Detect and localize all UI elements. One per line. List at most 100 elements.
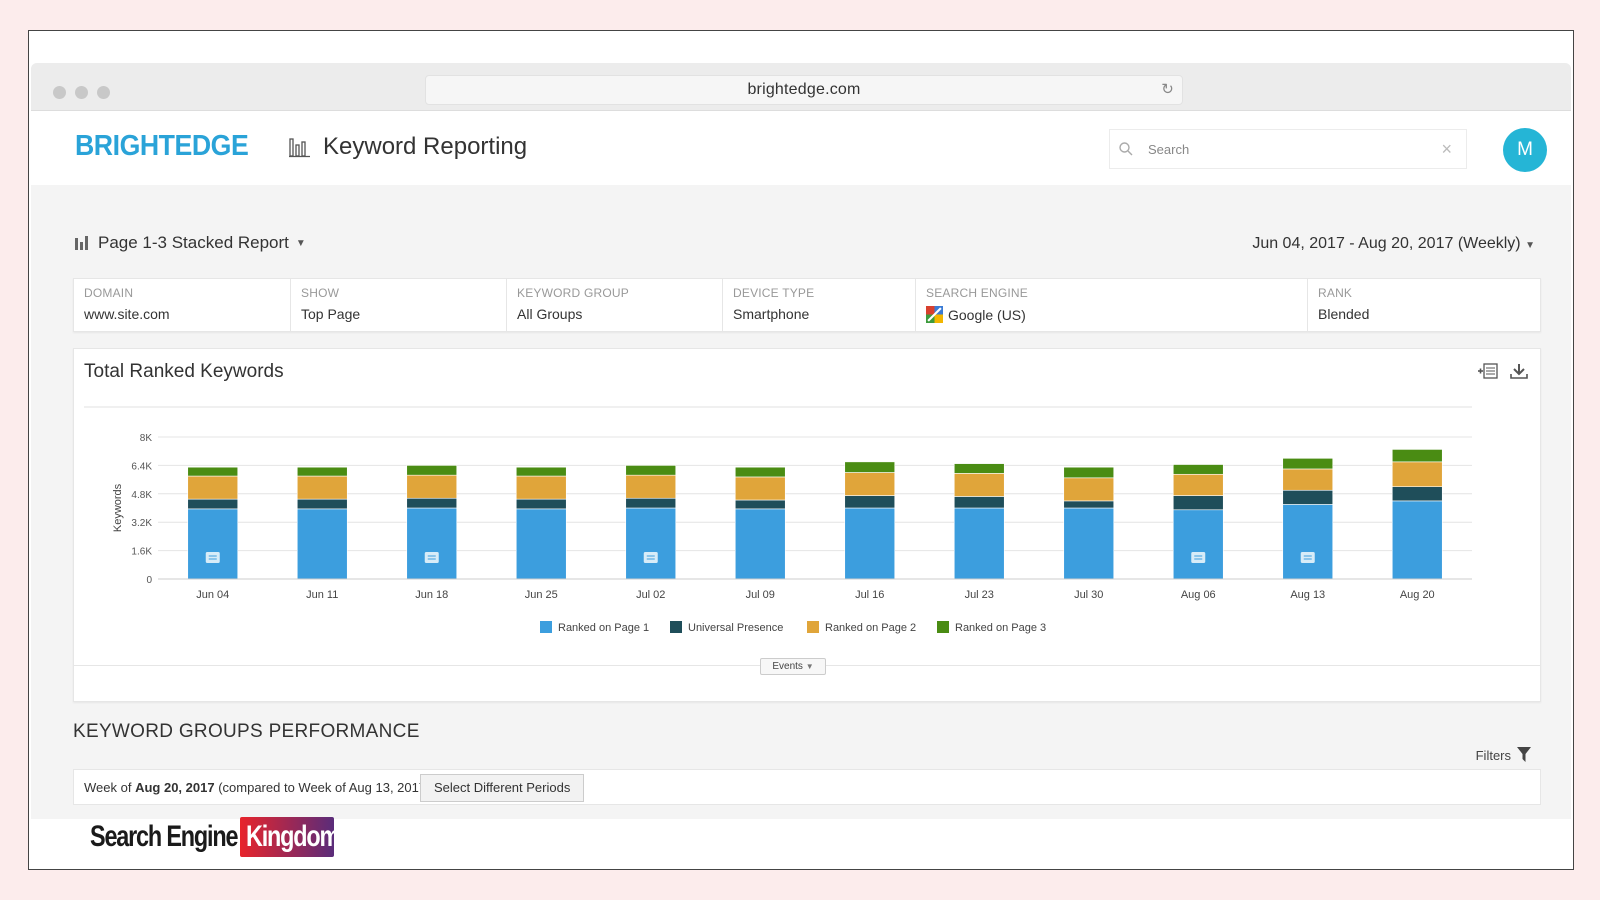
browser-window: brightedge.com ↻ BRIGHTEDGE Keyword Repo…	[31, 63, 1571, 819]
filter-value: Top Page	[301, 306, 361, 322]
select-different-periods-button[interactable]: Select Different Periods	[420, 774, 585, 802]
bar-segment	[1282, 468, 1334, 491]
search-engine-kingdom-logo: Search Engine Kingdom	[90, 817, 340, 857]
events-bar: Events ▼	[74, 658, 1540, 675]
bar-segment	[296, 475, 348, 500]
filters-button[interactable]: Filters	[1476, 747, 1531, 763]
google-logo-icon	[926, 306, 943, 323]
search-placeholder: Search	[1148, 142, 1190, 157]
bar-segment	[1282, 489, 1334, 505]
window-minimize-dot[interactable]	[75, 86, 88, 99]
filter-label: KEYWORD GROUP	[517, 286, 629, 300]
filter-keyword-group[interactable]: KEYWORD GROUP All Groups	[507, 279, 723, 331]
x-tick-label: Aug 06	[1181, 589, 1216, 601]
filter-device-type[interactable]: DEVICE TYPE Smartphone	[723, 279, 916, 331]
bar-segment	[734, 466, 786, 478]
stacked-bar-chart: 0 1.6K 3.2K 4.8K 6.4K 8K Keywords Jun 04 Jun 11 J…	[84, 406, 1472, 634]
page-title-text: Keyword Reporting	[323, 133, 528, 160]
x-tick-label: Jun 04	[196, 589, 229, 601]
brightedge-logo[interactable]: BRIGHTEDGE	[75, 130, 249, 162]
address-bar[interactable]: brightedge.com ↻	[425, 75, 1183, 105]
bar-segment	[625, 497, 677, 509]
bar-segment	[1172, 509, 1224, 580]
x-tick-label: Jun 25	[525, 589, 558, 601]
x-tick-label: Aug 20	[1400, 589, 1435, 601]
date-range-selector[interactable]: Jun 04, 2017 - Aug 20, 2017 (Weekly) ▼	[1252, 235, 1535, 253]
bar-segment	[844, 507, 896, 580]
x-tick-label: Jul 16	[855, 589, 884, 601]
bar-segment	[1172, 473, 1224, 496]
bar-segment	[844, 472, 896, 496]
y-axis-label: Keywords	[112, 483, 124, 532]
bar-segment	[1063, 477, 1115, 502]
funnel-icon	[1517, 747, 1531, 762]
x-tick-label: Aug 13	[1290, 589, 1325, 601]
week-comparison-bar: Week of Aug 20, 2017 (compared to Week o…	[73, 769, 1541, 805]
window-close-dot[interactable]	[53, 86, 66, 99]
bar-segment	[734, 499, 786, 510]
bar-segment	[406, 465, 458, 476]
legend-swatch	[807, 621, 819, 633]
bar-segment	[1391, 461, 1443, 487]
chevron-down-icon: ▼	[1525, 240, 1535, 251]
bar-chart-icon	[289, 138, 310, 158]
download-icon[interactable]	[1510, 363, 1528, 379]
bar-segment	[1282, 458, 1334, 470]
bar-segment	[406, 497, 458, 509]
bar-segment	[953, 496, 1005, 509]
filter-rank[interactable]: RANK Blended	[1308, 279, 1540, 331]
bar-segment	[296, 498, 348, 510]
reload-icon[interactable]: ↻	[1161, 81, 1174, 98]
filter-show[interactable]: SHOW Top Page	[291, 279, 507, 331]
bar-segment	[844, 495, 896, 509]
week-comparison-text: Week of Aug 20, 2017 (compared to Week o…	[84, 780, 431, 795]
search-input[interactable]: Search ×	[1109, 129, 1467, 169]
x-tick-label: Jul 30	[1074, 589, 1103, 601]
bar-segment	[953, 507, 1005, 580]
filter-label: SHOW	[301, 286, 340, 300]
legend-swatch	[937, 621, 949, 633]
bar-segment	[625, 474, 677, 499]
bar-segment	[187, 508, 239, 580]
x-tick-label: Jun 11	[306, 589, 338, 601]
legend-label: Ranked on Page 3	[955, 622, 1046, 634]
x-tick-label: Jul 09	[746, 589, 775, 601]
filter-value: www.site.com	[84, 306, 170, 322]
bar-segment	[1063, 500, 1115, 509]
page-title: Keyword Reporting	[289, 133, 527, 161]
events-dropdown[interactable]: Events ▼	[760, 658, 826, 675]
clear-search-icon[interactable]: ×	[1441, 139, 1452, 159]
bar-segment	[1063, 507, 1115, 580]
legend-label: Ranked on Page 1	[558, 622, 649, 634]
x-tick-label: Jul 02	[636, 589, 665, 601]
bar-segment	[515, 498, 567, 510]
filter-label: DEVICE TYPE	[733, 286, 815, 300]
bar-segment	[734, 508, 786, 580]
bar-segment	[187, 466, 239, 477]
avatar[interactable]: M	[1503, 128, 1547, 172]
report-selector[interactable]: Page 1-3 Stacked Report ▼	[75, 233, 306, 253]
filter-domain[interactable]: DOMAIN www.site.com	[74, 279, 291, 331]
legend-swatch	[540, 621, 552, 633]
add-to-dashboard-icon[interactable]	[1478, 363, 1498, 379]
window-zoom-dot[interactable]	[97, 86, 110, 99]
card-actions	[1478, 363, 1528, 379]
bar-segment	[515, 466, 567, 477]
keyword-groups-title: KEYWORD GROUPS PERFORMANCE	[73, 721, 420, 742]
filter-value: Blended	[1318, 306, 1370, 322]
x-tick-label: Jul 23	[965, 589, 994, 601]
legend-label: Ranked on Page 2	[825, 622, 916, 634]
total-ranked-keywords-card: Total Ranked Keywords 0 1.6K 3.2K 4.8K 6.4K 8…	[73, 348, 1541, 702]
bar-segment	[406, 507, 458, 580]
y-tick-label: 6.4K	[131, 461, 152, 472]
screenshot-frame: brightedge.com ↻ BRIGHTEDGE Keyword Repo…	[28, 30, 1574, 870]
filter-label: SEARCH ENGINE	[926, 286, 1028, 300]
event-marker	[1191, 552, 1206, 563]
search-icon	[1119, 142, 1133, 156]
bar-segment	[187, 498, 239, 510]
y-tick-label: 3.2K	[131, 518, 152, 529]
bar-segment	[844, 461, 896, 473]
app-header: BRIGHTEDGE Keyword Reporting Search × M	[31, 111, 1571, 185]
filter-search-engine[interactable]: SEARCH ENGINE Google (US)	[916, 279, 1308, 331]
bar-segment	[1282, 504, 1334, 580]
